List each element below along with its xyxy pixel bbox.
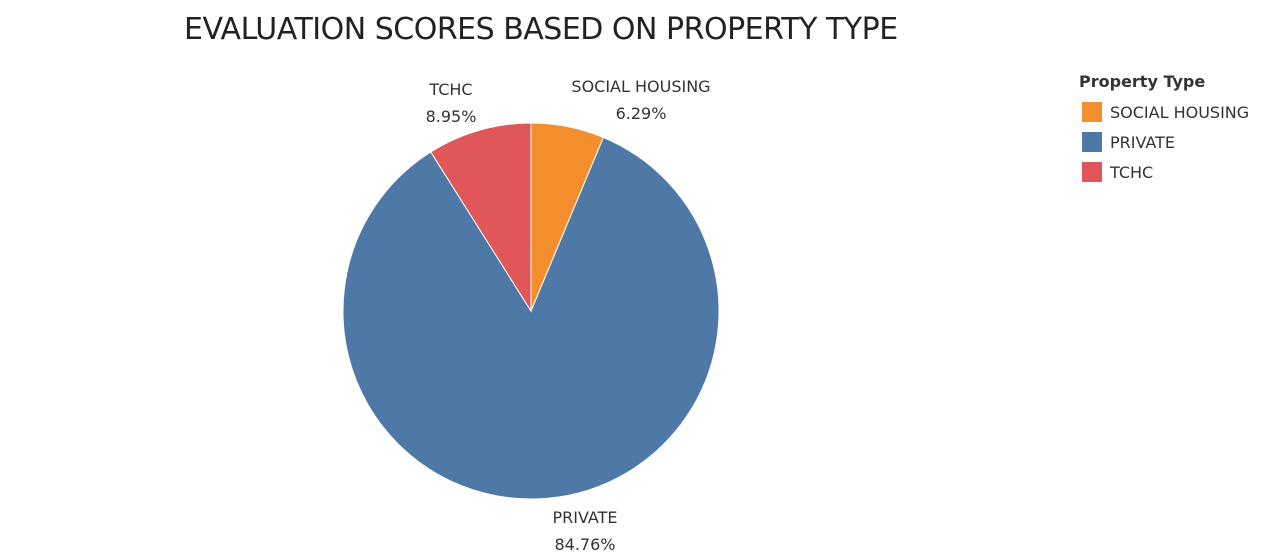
slice-label-percent: 6.29% [616,104,667,123]
legend-item-private[interactable]: PRIVATE [1079,127,1249,157]
pie-slice-private[interactable] [342,136,720,500]
chart-title: EVALUATION SCORES BASED ON PROPERTY TYPE [184,12,898,47]
slice-label-name: PRIVATE [553,508,618,527]
slice-label-name: SOCIAL HOUSING [571,77,710,96]
slice-label-percent: 8.95% [426,107,477,126]
slice-label-name: TCHC [428,80,472,99]
legend-swatch [1082,102,1102,122]
legend-label: PRIVATE [1110,132,1175,152]
pie-slice-tchc[interactable] [430,122,532,313]
legend-item-tchc[interactable]: TCHC [1079,157,1249,187]
legend-swatch [1082,162,1102,182]
legend-label: TCHC [1110,162,1154,182]
slice-label-percent: 84.76% [554,535,615,554]
legend-item-social-housing[interactable]: SOCIAL HOUSING [1079,97,1249,127]
legend-title: Property Type [1079,72,1206,91]
legend-label: SOCIAL HOUSING [1110,102,1250,122]
legend-swatch [1082,132,1102,152]
legend: Property Type SOCIAL HOUSING PRIVATE TCH… [1079,72,1249,187]
